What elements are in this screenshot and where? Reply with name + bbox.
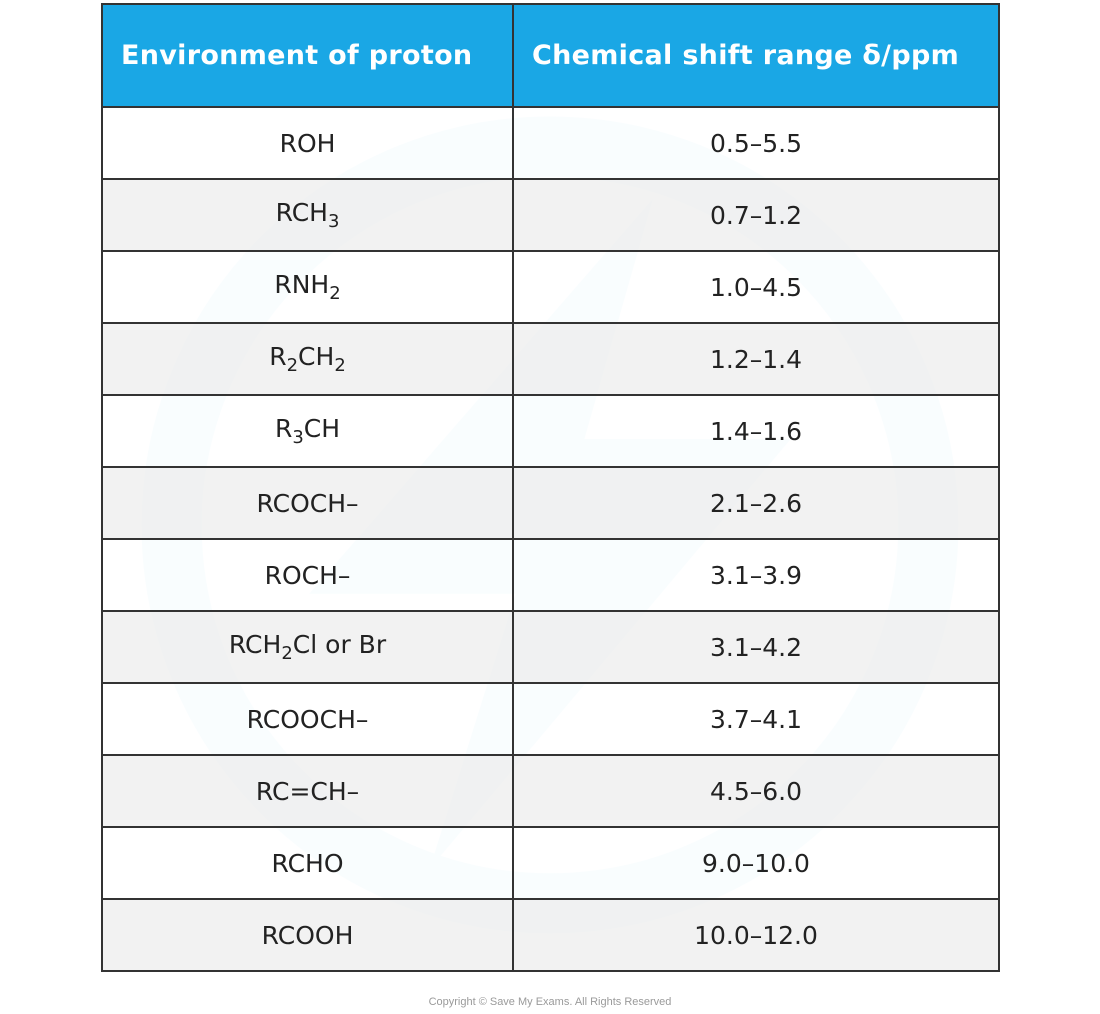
shift-range-cell: 0.7–1.2 — [512, 178, 1000, 252]
environment-cell: ROCH– — [101, 538, 514, 612]
table-body: ROH 0.5–5.5 RCH3 0.7–1.2 RNH2 1.0–4.5 R2CH2 1.2… — [101, 106, 1000, 972]
table-row: RCH2Cl or Br 3.1–4.2 — [101, 610, 1000, 684]
table-row: R2CH2 1.2–1.4 — [101, 322, 1000, 396]
shift-range-cell: 0.5–5.5 — [512, 106, 1000, 180]
environment-cell: RCH3 — [101, 178, 514, 252]
shift-range-cell: 2.1–2.6 — [512, 466, 1000, 540]
chemical-shift-table: Environment of proton Chemical shift ran… — [101, 3, 1000, 972]
shift-range-cell: 3.1–4.2 — [512, 610, 1000, 684]
table-row: RNH2 1.0–4.5 — [101, 250, 1000, 324]
environment-cell: RCOOH — [101, 898, 514, 972]
table-row: RCOOCH– 3.7–4.1 — [101, 682, 1000, 756]
environment-cell: RCOCH– — [101, 466, 514, 540]
environment-cell: RNH2 — [101, 250, 514, 324]
table-row: RCHO 9.0–10.0 — [101, 826, 1000, 900]
table-header-row: Environment of proton Chemical shift ran… — [101, 3, 1000, 108]
table-row: RCOCH– 2.1–2.6 — [101, 466, 1000, 540]
shift-range-cell: 3.7–4.1 — [512, 682, 1000, 756]
environment-cell: RC=CH– — [101, 754, 514, 828]
shift-range-cell: 3.1–3.9 — [512, 538, 1000, 612]
environment-cell: RCOOCH– — [101, 682, 514, 756]
environment-cell: R3CH — [101, 394, 514, 468]
table-row: RC=CH– 4.5–6.0 — [101, 754, 1000, 828]
shift-range-cell: 1.0–4.5 — [512, 250, 1000, 324]
shift-range-cell: 1.4–1.6 — [512, 394, 1000, 468]
environment-cell: RCH2Cl or Br — [101, 610, 514, 684]
header-environment: Environment of proton — [101, 3, 514, 108]
table-row: RCH3 0.7–1.2 — [101, 178, 1000, 252]
environment-cell: ROH — [101, 106, 514, 180]
shift-range-cell: 10.0–12.0 — [512, 898, 1000, 972]
table-row: RCOOH 10.0–12.0 — [101, 898, 1000, 972]
table-row: ROH 0.5–5.5 — [101, 106, 1000, 180]
environment-cell: RCHO — [101, 826, 514, 900]
shift-range-cell: 9.0–10.0 — [512, 826, 1000, 900]
table-row: R3CH 1.4–1.6 — [101, 394, 1000, 468]
header-chemical-shift: Chemical shift range δ/ppm — [512, 3, 1000, 108]
table-row: ROCH– 3.1–3.9 — [101, 538, 1000, 612]
shift-range-cell: 1.2–1.4 — [512, 322, 1000, 396]
environment-cell: R2CH2 — [101, 322, 514, 396]
copyright-text: Copyright © Save My Exams. All Rights Re… — [428, 996, 672, 1008]
shift-range-cell: 4.5–6.0 — [512, 754, 1000, 828]
